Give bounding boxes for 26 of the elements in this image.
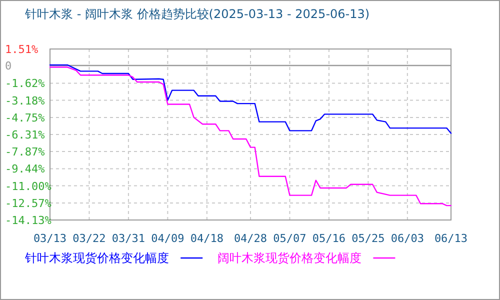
line-series: [49, 64, 452, 134]
y-tick-label: -7.87%: [5, 146, 46, 159]
x-tick-label: 06/13: [434, 232, 468, 245]
x-tick-label: 05/16: [312, 232, 346, 245]
x-tick-label: 05/25: [352, 232, 385, 245]
y-tick-label: -9.44%: [5, 162, 46, 176]
y-tick-label: 0: [5, 60, 12, 73]
y-tick-label: -1.62%: [5, 77, 46, 90]
y-tick-label: 1.51%: [5, 43, 38, 56]
x-tick-label: 03/13: [33, 232, 67, 245]
legend-label: 阔叶木浆现货价格变化幅度: [218, 251, 362, 265]
x-tick-label: 03/31: [112, 232, 146, 245]
chart-title: 针叶木浆 - 阔叶木浆 价格趋势比较(2025-03-13 - 2025-06-13): [24, 7, 370, 21]
y-tick-label: -12.57%: [5, 196, 52, 210]
x-tick-label: 06/03: [390, 232, 424, 245]
legend-label: 针叶木浆现货价格变化幅度: [24, 251, 169, 265]
y-tick-label: -3.18%: [5, 94, 46, 108]
y-tick-label: -14.13%: [5, 214, 52, 227]
x-tick-label: 03/22: [72, 232, 106, 245]
x-tick-label: 05/07: [273, 232, 306, 245]
y-tick-label: -11.00%: [5, 180, 52, 193]
y-tick-label: -4.75%: [5, 111, 46, 124]
x-tick-label: 04/28: [234, 232, 268, 245]
y-tick-label: -6.31%: [5, 128, 46, 142]
x-tick-label: 04/18: [190, 232, 224, 245]
x-tick-label: 04/09: [151, 232, 184, 245]
